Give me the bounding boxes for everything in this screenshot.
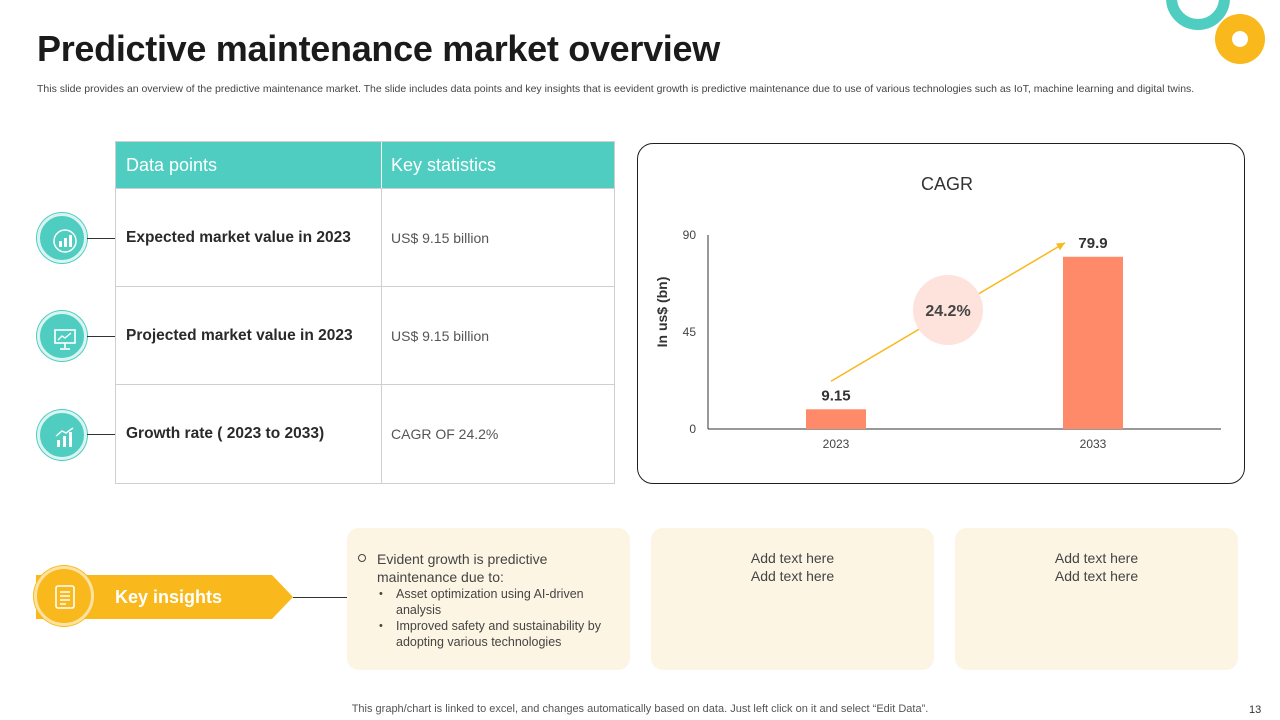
row-value: CAGR OF 24.2% — [391, 426, 499, 442]
bar-2023 — [806, 409, 866, 429]
cagr-bubble — [913, 275, 983, 345]
page-title: Predictive maintenance market overview — [37, 28, 720, 69]
column-divider — [381, 188, 382, 484]
list-item: Asset optimization using AI-driven analy… — [379, 586, 626, 618]
growth-chart-icon — [37, 410, 87, 460]
page-subtitle: This slide provides an overview of the p… — [37, 83, 1195, 95]
document-list-icon — [34, 566, 94, 626]
data-label: 9.15 — [821, 387, 850, 404]
table-header: Data points Key statistics — [116, 142, 614, 188]
cagr-annotation: 24.2% — [925, 303, 970, 320]
cagr-bar-chart: CAGR 0 45 90 In us$ (bn) 9.15 2023 79.9 2033 24.2… — [654, 174, 1221, 451]
placeholder-line-2: Add text here — [1054, 568, 1139, 584]
presentation-board-icon — [37, 311, 87, 361]
header-key-statistics: Key statistics — [391, 155, 497, 175]
connector-line — [87, 238, 115, 239]
connector-line — [87, 336, 115, 337]
row-label: Growth rate ( 2023 to 2033) — [126, 425, 325, 442]
insight-box-3[interactable]: Add text here Add text here — [955, 528, 1238, 670]
placeholder-line-1: Add text here — [1054, 550, 1139, 566]
decorative-teal-ring — [1166, 0, 1230, 30]
row-value: US$ 9.15 billion — [391, 230, 490, 246]
money-growth-icon — [37, 213, 87, 263]
header-divider — [381, 142, 382, 188]
table-row: Growth rate ( 2023 to 2033) CAGR OF 24.2… — [116, 384, 614, 483]
list-item: Improved safety and sustainability by ad… — [379, 618, 626, 650]
y-axis-label: In us$ (bn) — [654, 277, 670, 348]
growth-arrow-head — [1056, 242, 1065, 251]
row-label: Projected market value in 2023 — [126, 327, 353, 344]
y-tick-label: 45 — [683, 325, 697, 339]
insight-bullet-list: Asset optimization using AI-driven analy… — [379, 586, 626, 650]
y-tick-label: 0 — [689, 422, 696, 436]
page-number: 13 — [1249, 704, 1262, 716]
header-data-points: Data points — [126, 155, 218, 175]
x-tick-label: 2033 — [1080, 437, 1107, 451]
footnote: This graph/chart is linked to excel, and… — [351, 703, 929, 715]
x-tick-label: 2023 — [823, 437, 850, 451]
key-insights-label: Key insights — [115, 587, 223, 607]
chart-title: CAGR — [921, 174, 973, 194]
row-value: US$ 9.15 billion — [391, 328, 490, 344]
y-tick-label: 90 — [683, 228, 697, 242]
cagr-chart-card[interactable]: CAGR 0 45 90 In us$ (bn) 9.15 2023 79.9 2033 24.2… — [637, 143, 1245, 484]
placeholder-line-1: Add text here — [750, 550, 835, 566]
placeholder-text: Add text here Add text here — [955, 549, 1238, 585]
row-label: Expected market value in 2023 — [126, 229, 351, 246]
data-label: 79.9 — [1078, 235, 1107, 252]
connector-line — [293, 597, 347, 598]
table-row: Projected market value in 2023 US$ 9.15 … — [116, 286, 614, 385]
data-table: Data points Key statistics Expected mark… — [115, 141, 615, 484]
insight-main-text: Evident growth is predictive maintenance… — [377, 551, 548, 585]
placeholder-line-2: Add text here — [750, 568, 835, 584]
decorative-yellow-ring — [1215, 14, 1265, 64]
insight-box-2[interactable]: Add text here Add text here — [651, 528, 934, 670]
insight-box-1[interactable]: Evident growth is predictive maintenance… — [347, 528, 630, 670]
table-row: Expected market value in 2023 US$ 9.15 b… — [116, 188, 614, 287]
placeholder-text: Add text here Add text here — [651, 549, 934, 585]
circle-bullet-icon — [358, 554, 366, 562]
connector-line — [87, 434, 115, 435]
bar-2033 — [1063, 256, 1123, 429]
